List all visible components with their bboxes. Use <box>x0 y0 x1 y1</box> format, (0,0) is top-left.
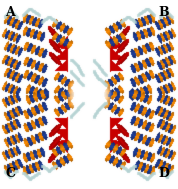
Text: D: D <box>158 167 169 180</box>
Text: A: A <box>5 6 15 19</box>
Text: C: C <box>5 167 15 180</box>
Text: B: B <box>158 6 169 19</box>
